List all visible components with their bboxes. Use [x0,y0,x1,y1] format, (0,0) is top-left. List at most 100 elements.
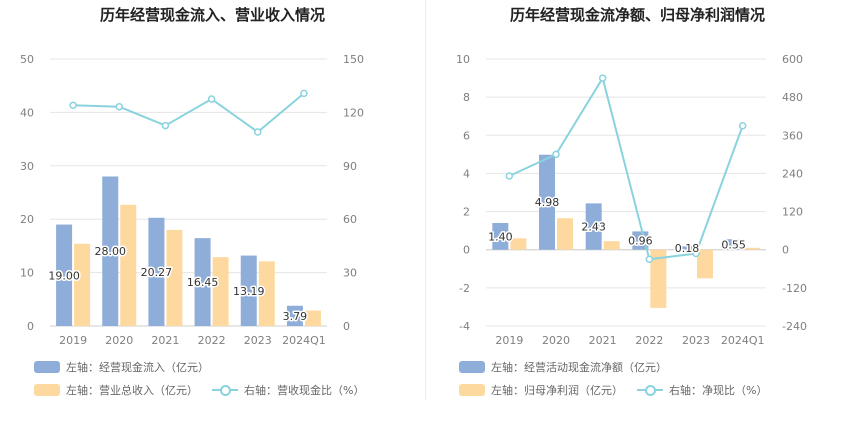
bar-orange [120,204,137,326]
x-tick-label: 2020 [105,334,133,347]
x-tick-label: 2020 [542,334,570,347]
y-right-tick-label: 90 [343,160,357,173]
legend-line-icon [212,384,238,396]
y-left-tick-label: 10 [456,53,470,66]
bar-data-label: 0.18 [675,242,700,255]
ratio-point [300,89,308,98]
legend-row-1: 左轴：经营现金流入（亿元） [34,359,223,375]
legend-item-net-cash-ratio[interactable]: 右轴：净现比（%） [637,382,767,398]
y-left-tick-label: 50 [20,53,34,66]
ratio-point [738,122,747,130]
ratio-point [692,249,700,258]
legend-line-icon [637,384,663,396]
bar-blue [679,246,695,250]
bar-data-label: 28.00 [95,245,127,258]
bar-blue [585,203,602,250]
y-right-tick-label: 360 [782,129,803,142]
x-tick-label: 2019 [495,334,523,347]
cash-inflow-revenue-panel: 历年经营现金流入、营业收入情况 0 10 20 30 40 50 0 30 60 90 120 150… [20,6,364,398]
y-right-tick-label: -240 [782,320,807,333]
bar-data-label: 19.00 [48,269,80,282]
y-left-tick-label: -4 [459,320,470,333]
y-right-tick-label: 120 [782,206,803,219]
bar-data-label: 2.43 [581,221,606,234]
y-left-tick-label: 40 [20,106,34,119]
y-right-tick-label: -120 [782,282,807,295]
net-cashflow-profit-panel: 历年经营现金流净额、归母净利润情况 -4 -2 0 2 4 6 8 10 -240 -120 0 12… [425,0,850,437]
y-left-tick-label: 8 [463,91,470,104]
y-left-tick-label: 20 [20,213,34,226]
panel-divider [425,0,426,400]
bar-blue [539,154,555,250]
ratio-point [161,121,170,130]
y-left-tick-label: 6 [463,129,470,142]
y-left-tick-label: -2 [459,282,470,295]
y-left-tick-label: 0 [463,244,470,257]
bar-blue [56,224,73,326]
ratio-line [73,92,305,134]
y-left-tick-label: 4 [463,167,470,180]
ratio-point [552,150,560,159]
bar-orange [74,243,91,326]
x-tick-label: 2023 [244,334,272,347]
bar-blue [194,238,211,326]
x-tick-label: 2021 [151,334,179,347]
y-right-tick-label: 240 [782,167,803,180]
bar-blue [286,305,303,326]
x-tick-label: 2021 [589,334,617,347]
legend-item-net-profit[interactable]: 左轴：归母净利润（亿元） [459,382,623,398]
y-right-tick-label: 0 [343,320,350,333]
chart-title: 历年经营现金流净额、归母净利润情况 [509,6,765,24]
y-left-tick-label: 10 [20,267,34,280]
legend-row-2: 左轴：归母净利润（亿元） 右轴：净现比（%） [459,382,781,398]
legend-item-revenue[interactable]: 左轴：营业总收入（亿元） [34,382,198,398]
ratio-point [115,102,123,111]
bar-blue [492,223,509,250]
bar-orange [166,229,183,326]
legend-item-revenue-cash-ratio[interactable]: 右轴：营收现金比（%） [212,382,364,398]
y-right-tick-label: 0 [782,244,789,257]
ratio-point [505,172,514,180]
x-tick-label: 2019 [59,334,87,347]
legend-swatch-blue [459,361,485,373]
y-left-tick-label: 0 [27,320,34,333]
bar-data-label: 1.40 [488,230,513,243]
y-left-tick-label: 30 [20,160,34,173]
bar-data-label: 13.19 [233,285,265,298]
bar-orange [510,238,527,250]
bar-data-label: 0.96 [628,235,653,248]
legend-item-cash-inflow[interactable]: 左轴：经营现金流入（亿元） [34,359,209,375]
legend-swatch-orange [459,384,485,396]
x-tick-label: 2023 [682,334,710,347]
ratio-point [254,128,262,136]
ratio-point [645,255,654,263]
legend-swatch-orange [34,384,60,396]
bar-orange [212,257,229,326]
x-tick-label: 2022 [198,334,226,347]
legend-swatch-blue [34,361,60,373]
net-cashflow-profit-chart: -4 -2 0 2 4 6 8 10 -240 -120 0 120 240 360 480 600 2019 2… [456,53,807,347]
bar-orange [557,218,573,250]
y-right-tick-label: 480 [782,91,803,104]
x-tick-label: 2024Q1 [721,334,765,347]
bar-data-label: 0.55 [721,238,746,251]
ratio-point [207,95,216,103]
legend-label: 左轴：经营活动现金流净额（亿元） [491,361,667,374]
bar-data-label: 20.27 [141,266,173,279]
legend-item-net-cashflow[interactable]: 左轴：经营活动现金流净额（亿元） [459,359,667,375]
ratio-point [598,74,607,82]
y-right-tick-label: 30 [343,267,357,280]
bar-orange [304,310,321,326]
bar-orange [603,241,620,250]
y-left-tick-label: 2 [463,206,470,219]
cash-inflow-revenue-chart: 0 10 20 30 40 50 0 30 60 90 120 150 2019 2020 2021 2022… [20,53,364,347]
y-right-tick-label: 150 [343,53,364,66]
ratio-line [508,75,744,261]
legend-label: 右轴：营收现金比（%） [244,384,365,397]
legend-label: 右轴：净现比（%） [669,384,768,397]
y-right-tick-label: 120 [343,106,364,119]
bar-orange [697,249,713,279]
bar-blue [148,217,165,326]
legend-row-1: 左轴：经营活动现金流净额（亿元） [459,359,681,375]
y-right-tick-label: 60 [343,213,357,226]
